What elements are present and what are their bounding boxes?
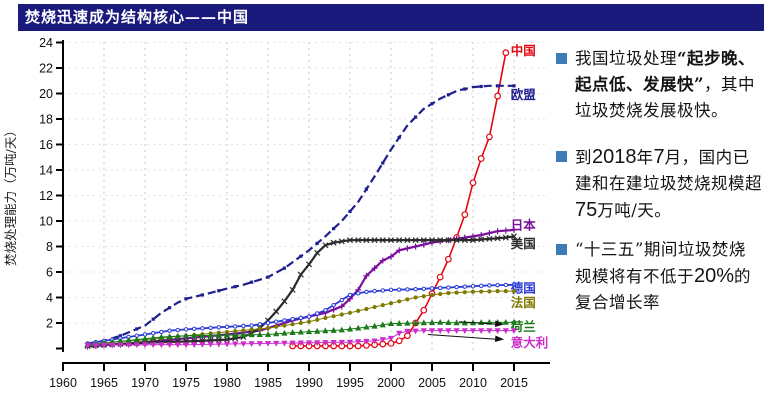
- x-tick-label: 2015: [500, 376, 528, 390]
- note-item: “十三五”期间垃圾焚烧规模将有不低于20%的复合增长率: [556, 237, 762, 316]
- x-tick-label: 1975: [172, 376, 200, 390]
- y-tick-label: 4: [46, 291, 53, 305]
- y-axis-title: 焚烧处理能力（万吨/天）: [3, 124, 18, 266]
- x-tick-label: 1960: [49, 376, 77, 390]
- y-tick-label: 22: [39, 62, 53, 76]
- y-tick-label: 10: [39, 215, 53, 229]
- y-tick-label: 24: [39, 36, 53, 50]
- y-tick-label: 16: [39, 138, 53, 152]
- title-bar: 焚烧迅速成为结构核心——中国: [18, 4, 764, 31]
- series-label-germany: 德国: [511, 281, 536, 296]
- note-text: 到2018年7月，国内已建和在建垃圾焚烧规模超75万吨/天。: [575, 146, 762, 221]
- note-item: 我国垃圾处理“起步晚、起点低、发展快”，其中垃圾焚烧发展极快。: [556, 46, 762, 124]
- series-label-japan: 日本: [511, 217, 537, 232]
- y-tick-label: 20: [39, 87, 53, 101]
- note-item: 到2018年7月，国内已建和在建垃圾焚烧规模超75万吨/天。: [556, 144, 762, 224]
- series-label-france: 法国: [511, 295, 536, 310]
- bullet-square-icon: [556, 53, 567, 64]
- bullet-square-icon: [556, 244, 567, 255]
- series-japan: 日本: [84, 217, 537, 350]
- y-tick-label: 8: [46, 240, 53, 254]
- series-label-netherlands: 荷兰: [510, 319, 537, 334]
- y-tick-label: 2: [46, 317, 53, 331]
- x-tick-label: 1995: [336, 376, 364, 390]
- note-text: 我国垃圾处理“起步晚、起点低、发展快”，其中垃圾焚烧发展极快。: [575, 49, 755, 120]
- x-tick-label: 1965: [90, 376, 118, 390]
- y-tick-label: 12: [39, 189, 53, 203]
- note-text: “十三五”期间垃圾焚烧规模将有不低于20%的复合增长率: [575, 240, 752, 312]
- x-tick-label: 2010: [459, 376, 487, 390]
- y-tick-label: 14: [39, 164, 53, 178]
- series-germany: 德国: [85, 281, 536, 346]
- label-arrow-italy: [427, 333, 505, 342]
- label-arrow-netherlands: [459, 320, 505, 327]
- notes-panel: 我国垃圾处理“起步晚、起点低、发展快”，其中垃圾焚烧发展极快。到2018年7月，…: [556, 46, 762, 336]
- series-eu: 欧盟: [86, 84, 536, 345]
- bullet-square-icon: [556, 151, 567, 162]
- series-label-china: 中国: [511, 43, 536, 58]
- chart: 2 4 6 8 10 12 14 16 18 20 22 24 1960 1965 1970 1975 1980…: [0, 30, 557, 405]
- x-tick-label: 1985: [254, 376, 282, 390]
- page-title: 焚烧迅速成为结构核心——中国: [25, 8, 250, 26]
- x-tick-label: 1980: [213, 376, 241, 390]
- x-tick-label: 2000: [377, 376, 405, 390]
- x-tick-label: 1970: [131, 376, 159, 390]
- x-tick-label: 2005: [418, 376, 446, 390]
- series-china: 中国: [289, 43, 536, 350]
- y-tick-label: 18: [39, 113, 53, 127]
- x-tick-label: 1990: [295, 376, 323, 390]
- series-italy: 意大利: [84, 328, 549, 350]
- series-label-eu: 欧盟: [511, 87, 537, 102]
- gridlines: [62, 42, 549, 350]
- y-tick-label: 6: [46, 266, 53, 280]
- series-label-italy: 意大利: [511, 335, 549, 350]
- series-label-usa: 美国: [511, 236, 536, 251]
